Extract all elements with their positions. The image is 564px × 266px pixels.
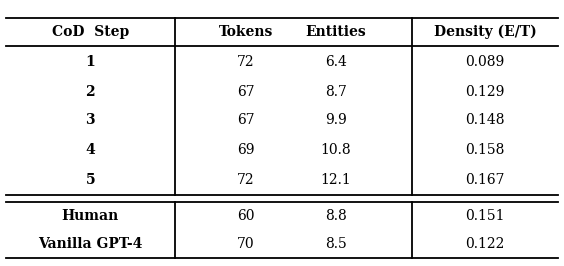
Text: 8.5: 8.5 [325, 237, 347, 251]
Text: 12.1: 12.1 [320, 172, 351, 186]
Text: 8.8: 8.8 [325, 209, 347, 223]
Text: 0.148: 0.148 [465, 114, 505, 127]
Text: 72: 72 [237, 55, 255, 69]
Text: 67: 67 [237, 114, 255, 127]
Text: 1: 1 [85, 55, 95, 69]
Text: CoD  Step: CoD Step [52, 25, 129, 39]
Text: 67: 67 [237, 85, 255, 98]
Text: 0.158: 0.158 [465, 143, 505, 156]
Text: Density (E/T): Density (E/T) [434, 25, 536, 39]
Text: 69: 69 [237, 143, 255, 156]
Text: 0.129: 0.129 [465, 85, 505, 98]
Text: Entities: Entities [306, 25, 366, 39]
Text: 2: 2 [85, 85, 95, 98]
Text: 8.7: 8.7 [325, 85, 347, 98]
Text: 4: 4 [85, 143, 95, 156]
Text: 70: 70 [237, 237, 255, 251]
Text: 5: 5 [85, 172, 95, 186]
Text: 60: 60 [237, 209, 255, 223]
Text: 0.167: 0.167 [465, 172, 505, 186]
Text: 0.089: 0.089 [465, 55, 505, 69]
Text: Vanilla GPT-4: Vanilla GPT-4 [38, 237, 143, 251]
Text: 6.4: 6.4 [325, 55, 347, 69]
Text: Tokens: Tokens [219, 25, 273, 39]
Text: 10.8: 10.8 [320, 143, 351, 156]
Text: 9.9: 9.9 [325, 114, 347, 127]
Text: 72: 72 [237, 172, 255, 186]
Text: Human: Human [61, 209, 119, 223]
Text: 3: 3 [85, 114, 95, 127]
Text: 0.122: 0.122 [465, 237, 505, 251]
Text: 0.151: 0.151 [465, 209, 505, 223]
